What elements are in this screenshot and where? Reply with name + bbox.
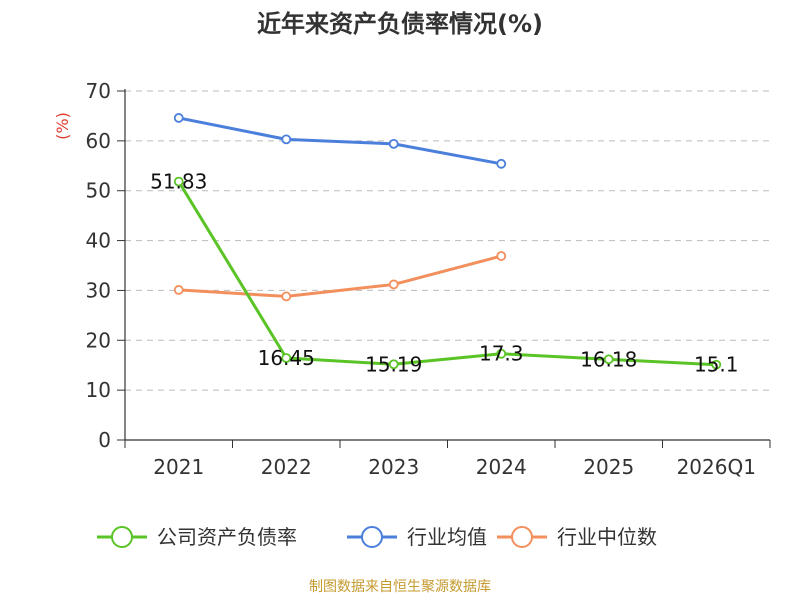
- y-tick-label: 20: [86, 328, 111, 352]
- data-point: [496, 251, 507, 261]
- data-point: [173, 176, 184, 187]
- chart-title: 近年来资产负债率情况(%): [257, 10, 543, 38]
- data-point: [388, 359, 399, 370]
- data-point: [173, 285, 184, 295]
- series-line: [178, 116, 502, 166]
- y-tick-label: 70: [86, 79, 111, 103]
- source-footer: 制图数据来自恒生聚源数据库: [309, 579, 491, 595]
- y-tick-label: 30: [86, 278, 111, 302]
- y-tick-label: 50: [86, 179, 111, 203]
- y-tick-label: 0: [98, 428, 111, 452]
- x-tick-label: 2022: [261, 455, 312, 479]
- series-line: [178, 254, 502, 298]
- legend-marker: [511, 526, 533, 548]
- data-point: [496, 348, 507, 359]
- y-tick-label: 40: [86, 229, 111, 253]
- legend-label: 公司资产负债率: [157, 525, 297, 549]
- data-label: 16.45: [258, 346, 315, 370]
- legend-marker: [111, 526, 133, 548]
- data-point: [281, 134, 292, 145]
- data-label: 15.19: [365, 352, 422, 376]
- data-point: [388, 279, 399, 290]
- x-tick-label: 2023: [368, 455, 419, 479]
- data-point: [388, 138, 399, 149]
- x-tick-label: 2024: [476, 455, 527, 479]
- data-point: [711, 359, 722, 370]
- data-label: 17.3: [479, 342, 524, 366]
- data-label: 16.18: [580, 347, 637, 371]
- data-point: [173, 113, 184, 123]
- legend-label: 行业均值: [407, 525, 487, 549]
- y-tick-label: 60: [86, 129, 111, 153]
- data-point: [603, 354, 614, 365]
- data-point: [281, 353, 292, 363]
- x-tick-label: 2025: [583, 455, 634, 479]
- x-tick-label: 2026Q1: [677, 455, 756, 479]
- data-label: 15.1: [694, 353, 739, 377]
- data-label: 51.83: [150, 170, 207, 194]
- legend-label: 行业中位数: [557, 525, 657, 549]
- data-point: [281, 291, 292, 302]
- data-point: [496, 158, 507, 169]
- series-line: [177, 180, 717, 367]
- legend-marker: [361, 526, 383, 548]
- y-tick-label: 10: [86, 378, 111, 402]
- y-axis-unit-label: (%): [53, 112, 72, 140]
- x-tick-label: 2021: [153, 455, 204, 479]
